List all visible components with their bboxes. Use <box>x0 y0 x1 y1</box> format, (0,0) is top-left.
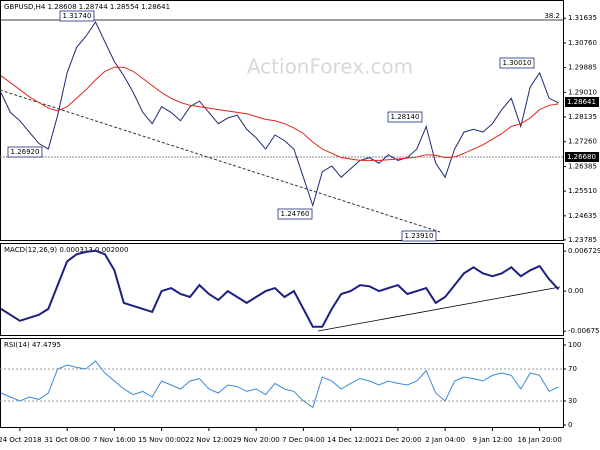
macd-title: MACD(12,26,9) 0.000313 0.002000 <box>4 246 128 254</box>
y-tick-label: 0 <box>568 421 572 429</box>
y-tick-label: 1.28135 <box>568 113 597 121</box>
annotation-box <box>387 111 423 123</box>
fib-label: 38.2 <box>544 12 560 20</box>
series-line <box>0 20 559 208</box>
price-panel <box>0 0 564 241</box>
y-tick-label: 1.29010 <box>568 88 597 96</box>
x-tick-label: 31 Oct 08:00 <box>44 436 90 444</box>
watermark: ActionForex.com <box>247 55 413 79</box>
annotation: 1.28140 <box>391 113 420 121</box>
x-tick-label: 14 Dec 12:00 <box>327 436 374 444</box>
annotation: 1.23910 <box>405 232 434 240</box>
annotation-box <box>277 208 313 220</box>
x-tick-label: 15 Nov 00:00 <box>138 436 185 444</box>
y-tick-label: 1.30760 <box>568 39 597 47</box>
y-tick-label: 100 <box>568 341 581 349</box>
annotation-box <box>401 230 437 242</box>
level-box <box>565 97 599 107</box>
y-tick-label: 70 <box>568 365 577 373</box>
x-tick-label: 2 Jan 04:00 <box>425 436 465 444</box>
level-label: 1.26680 <box>567 153 596 161</box>
x-tick-label: 16 Jan 20:00 <box>517 436 561 444</box>
macd-trend-line <box>317 286 561 332</box>
annotation-box <box>499 57 535 69</box>
level-label: 1.28641 <box>567 98 596 106</box>
annotation: 1.30010 <box>503 59 532 67</box>
x-tick-label: 7 Nov 16:00 <box>93 436 136 444</box>
y-tick-label: 1.27260 <box>568 138 597 146</box>
y-tick-label: 1.26385 <box>568 162 597 170</box>
annotation: 1.24760 <box>281 210 310 218</box>
y-tick-label: 0.006729 <box>568 247 600 255</box>
x-tick-label: 22 Nov 12:00 <box>185 436 232 444</box>
rsi-panel <box>0 338 564 428</box>
x-tick-label: 21 Dec 20:00 <box>374 436 421 444</box>
y-tick-label: 1.25510 <box>568 187 597 195</box>
series-line <box>0 360 559 409</box>
y-tick-label: 1.24635 <box>568 212 597 220</box>
x-tick-label: 9 Jan 12:00 <box>472 436 512 444</box>
annotation: 1.26920 <box>11 148 40 156</box>
y-tick-label: 30 <box>568 397 577 405</box>
trend-line <box>0 89 441 233</box>
level-box <box>565 152 599 162</box>
annotation: 1.31740 <box>63 12 92 20</box>
y-tick-label: -0.006758 <box>568 327 600 335</box>
x-tick-label: 7 Dec 04:00 <box>282 436 325 444</box>
x-tick-label: 24 Oct 2018 <box>0 436 42 444</box>
macd-panel <box>0 243 564 336</box>
rsi-title: RSI(14) 47.4795 <box>4 341 61 349</box>
annotation-box <box>7 146 43 158</box>
x-tick-label: 29 Nov 20:00 <box>233 436 280 444</box>
series-line <box>0 66 559 161</box>
y-tick-label: 1.23785 <box>568 236 597 244</box>
series-line <box>0 249 560 328</box>
y-tick-label: 1.29885 <box>568 64 597 72</box>
price-title: GBPUSD,H4 1.28608 1.28744 1.28554 1.2864… <box>4 3 170 11</box>
y-tick-label: 1.31635 <box>568 14 597 22</box>
annotation-box <box>59 10 95 22</box>
y-tick-label: 0.00 <box>568 287 584 295</box>
